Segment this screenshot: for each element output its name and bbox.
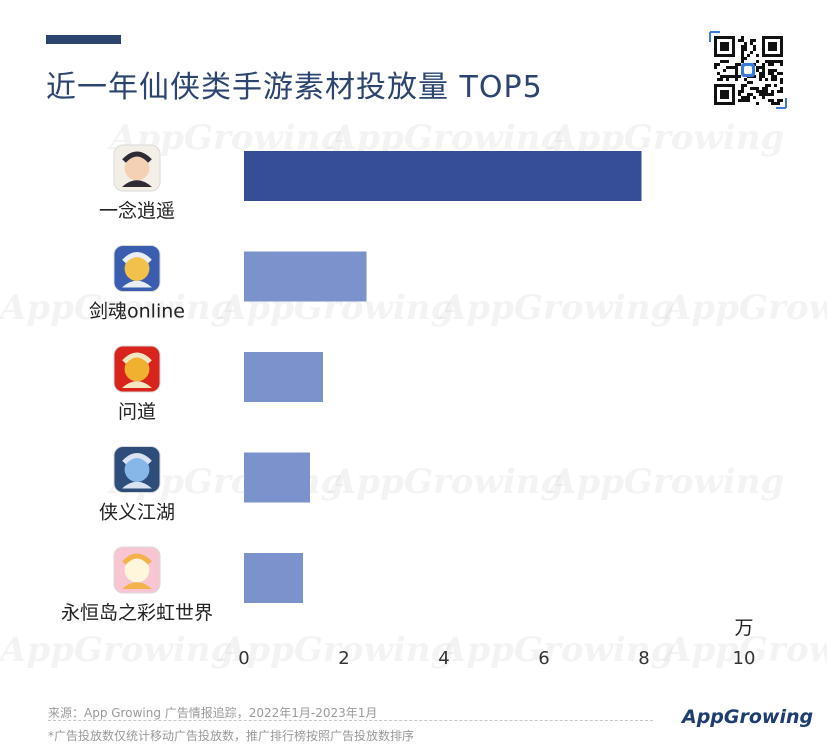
x-tick-label: 0 — [238, 648, 249, 669]
x-tick-label: 4 — [438, 648, 449, 669]
qr-code[interactable] — [708, 30, 788, 110]
category-label-4: 侠义江湖 — [99, 502, 175, 524]
axis-unit-label: 万 — [734, 617, 753, 639]
footnote-text: *广告投放数仅统计移动广告投放数，推广排行榜按照广告投放数排序 — [48, 729, 415, 743]
game-icon-jianhun-online-hair — [122, 252, 152, 264]
game-icon-wendao-face — [124, 356, 150, 382]
bar-3 — [244, 352, 323, 402]
game-icon-yinian-xiaoyao-face — [124, 155, 150, 181]
game-icon-yonghengdao-face — [124, 557, 150, 583]
bar-2 — [244, 251, 367, 302]
game-icon-wendao-hair — [122, 352, 152, 364]
category-label-3: 问道 — [118, 401, 156, 423]
game-icon-yonghengdao-body — [122, 582, 152, 589]
bar-4 — [244, 452, 310, 503]
game-icon-jianhun-online-face — [124, 256, 150, 281]
x-tick-label: 8 — [638, 648, 649, 669]
x-tick-label: 2 — [338, 648, 349, 669]
game-icon-xiayi-jianghu-hair — [122, 453, 152, 465]
x-tick-label: 6 — [538, 648, 549, 669]
bar-1 — [244, 151, 642, 201]
category-label-5: 永恒岛之彩虹世界 — [61, 602, 213, 624]
game-icon-xiayi-jianghu-face — [124, 457, 150, 482]
appgrowing-logo: AppGrowing — [682, 706, 814, 728]
game-icon-yonghengdao-hair — [122, 553, 152, 565]
game-icon-yinian-xiaoyao-hair — [122, 151, 152, 163]
bar-5 — [244, 553, 303, 603]
game-icon-wendao-body — [122, 381, 152, 388]
x-tick-label: 10 — [733, 648, 756, 669]
category-label-2: 剑魂online — [89, 301, 185, 323]
game-icon-xiayi-jianghu-body — [122, 481, 152, 489]
page-title: 近一年仙侠类手游素材投放量 TOP5 — [46, 70, 543, 105]
source-text: 来源：App Growing 广告情报追踪，2022年1月-2023年1月 — [48, 706, 378, 720]
game-icon-yinian-xiaoyao-body — [122, 180, 152, 187]
title-accent-bar — [46, 35, 121, 44]
game-icon-jianhun-online-body — [122, 280, 152, 288]
category-label-1: 一念逍遥 — [99, 199, 175, 222]
footer-divider — [48, 720, 653, 721]
